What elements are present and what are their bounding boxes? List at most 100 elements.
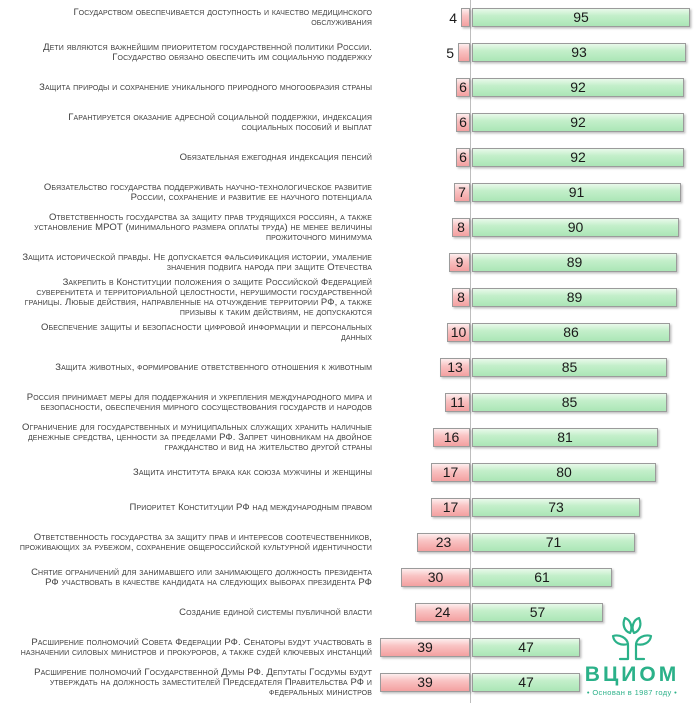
green-bar: 73 — [472, 498, 640, 517]
category-label: Обязательная ежегодная индексация пенсий — [18, 140, 372, 175]
category-label: Дети являются важнейшим приоритетом госу… — [18, 35, 372, 70]
green-value: 47 — [518, 674, 534, 690]
red-value: 6 — [459, 79, 467, 95]
green-bar: 92 — [472, 78, 684, 97]
category-label-text: Обеспечение защиты и безопасности цифров… — [41, 321, 372, 343]
red-bar: 17 — [431, 463, 470, 482]
red-bar: 16 — [433, 428, 470, 447]
green-value: 85 — [561, 394, 578, 410]
category-label-text: Ответственность государства за защиту пр… — [34, 211, 372, 243]
chart-row: Ответственность государства за защиту пр… — [0, 210, 700, 245]
red-value: 8 — [457, 219, 465, 235]
green-value: 92 — [570, 114, 586, 130]
red-value: 39 — [417, 674, 433, 690]
green-value: 85 — [561, 359, 578, 375]
green-bar: 92 — [472, 148, 684, 167]
category-label: Ограничение для государственных и муници… — [18, 420, 372, 455]
vciom-logo-icon — [611, 616, 653, 661]
red-bar: 6 — [456, 148, 470, 167]
chart-row: Государством обеспечивается доступность … — [0, 0, 700, 35]
category-label: Защита института брака как союза мужчины… — [18, 455, 372, 490]
green-bar: 90 — [472, 218, 679, 237]
green-value: 71 — [545, 534, 562, 550]
red-value: 23 — [435, 534, 452, 550]
red-bar: 23 — [417, 533, 470, 552]
red-bar: 8 — [452, 288, 470, 307]
chart-row: Расширение полномочий Совета Федерации Р… — [0, 630, 700, 665]
green-bar: 80 — [472, 463, 656, 482]
green-bar: 93 — [472, 43, 686, 62]
red-bar: 17 — [431, 498, 470, 517]
category-label-text: Расширение полномочий Совета Федерации Р… — [20, 636, 372, 658]
chart-row: Создание единой системы публичной власти… — [0, 595, 700, 630]
red-bar: 39 — [380, 673, 470, 692]
red-value: 13 — [447, 359, 463, 375]
green-bar: 85 — [472, 358, 667, 377]
category-label: Приоритет Конституции РФ над международн… — [18, 490, 372, 525]
category-label: Защита животных, формирование ответствен… — [18, 350, 372, 385]
category-label: Расширение полномочий Совета Федерации Р… — [18, 630, 372, 665]
green-value: 81 — [557, 429, 573, 445]
green-value: 57 — [529, 604, 546, 620]
category-label-text: Снятие ограничений для занимавшего или з… — [31, 566, 372, 588]
green-bar: 89 — [472, 253, 677, 272]
green-value: 95 — [573, 9, 589, 25]
green-value: 86 — [563, 324, 579, 340]
chart-row: Обязательство государства поддерживать н… — [0, 175, 700, 210]
chart-row: Защита института брака как союза мужчины… — [0, 455, 700, 490]
category-label-text: Защита исторической правды. Не допускает… — [22, 251, 372, 273]
green-bar: 92 — [472, 113, 684, 132]
green-value: 90 — [567, 219, 584, 235]
category-label-text: Расширение полномочий Государственной Ду… — [34, 666, 372, 698]
green-bar: 86 — [472, 323, 670, 342]
green-value: 92 — [570, 79, 586, 95]
red-value: 39 — [417, 639, 433, 655]
category-label: Закрепить в Конституции положения о защи… — [18, 277, 372, 317]
red-value: 10 — [450, 324, 467, 340]
vciom-wordmark: ВЦИОМ — [584, 663, 680, 686]
red-bar: 24 — [415, 603, 470, 622]
green-bar: 95 — [472, 8, 690, 27]
green-bar: 85 — [472, 393, 667, 412]
category-label-text: Обязательство государства поддерживать н… — [43, 181, 372, 203]
category-label: Обеспечение защиты и безопасности цифров… — [18, 315, 372, 350]
category-label: Гарантируется оказание адресной социальн… — [18, 105, 372, 140]
category-label-text: Гарантируется оказание адресной социальн… — [68, 111, 372, 133]
vciom-tagline: • Основан в 1987 году • — [586, 688, 678, 697]
category-label-text: Создание единой системы публичной власти — [179, 606, 372, 618]
red-value: 5 — [446, 45, 454, 61]
chart-row: Гарантируется оказание адресной социальн… — [0, 105, 700, 140]
green-value: 80 — [556, 464, 572, 480]
red-bar: 6 — [456, 78, 470, 97]
chart-row: Дети являются важнейшим приоритетом госу… — [0, 35, 700, 70]
chart-row: Обеспечение защиты и безопасности цифров… — [0, 315, 700, 350]
chart-row: Приоритет Конституции РФ над международн… — [0, 490, 700, 525]
green-value: 89 — [566, 254, 583, 270]
category-label: Защита природы и сохранение уникального … — [18, 70, 372, 105]
red-value: 17 — [442, 499, 459, 515]
chart-row: Обязательная ежегодная индексация пенсий… — [0, 140, 700, 175]
red-bar — [458, 43, 470, 62]
axis-line — [470, 0, 471, 703]
red-bar: 11 — [445, 393, 470, 412]
red-bar: 39 — [380, 638, 470, 657]
chart-row: Защита исторической правды. Не допускает… — [0, 245, 700, 280]
green-bar: 47 — [472, 673, 580, 692]
category-label-text: Дети являются важнейшим приоритетом госу… — [43, 41, 372, 63]
green-bar: 81 — [472, 428, 658, 447]
red-value: 4 — [449, 10, 457, 26]
category-label: Защита исторической правды. Не допускает… — [18, 245, 372, 280]
category-label: Обязательство государства поддерживать н… — [18, 175, 372, 210]
category-label-text: Защита природы и сохранение уникального … — [39, 81, 372, 93]
red-bar: 6 — [456, 113, 470, 132]
category-label-text: Приоритет Конституции РФ над международн… — [129, 501, 372, 513]
red-value: 16 — [443, 429, 460, 445]
red-value: 9 — [455, 254, 464, 270]
green-value: 61 — [534, 569, 550, 585]
category-label: Россия принимает меры для поддержания и … — [18, 385, 372, 420]
red-bar: 8 — [452, 218, 470, 237]
vciom-logo: ВЦИОМ • Основан в 1987 году • — [572, 616, 692, 697]
green-value: 91 — [568, 184, 585, 200]
chart-row: Закрепить в Конституции положения о защи… — [0, 277, 700, 317]
